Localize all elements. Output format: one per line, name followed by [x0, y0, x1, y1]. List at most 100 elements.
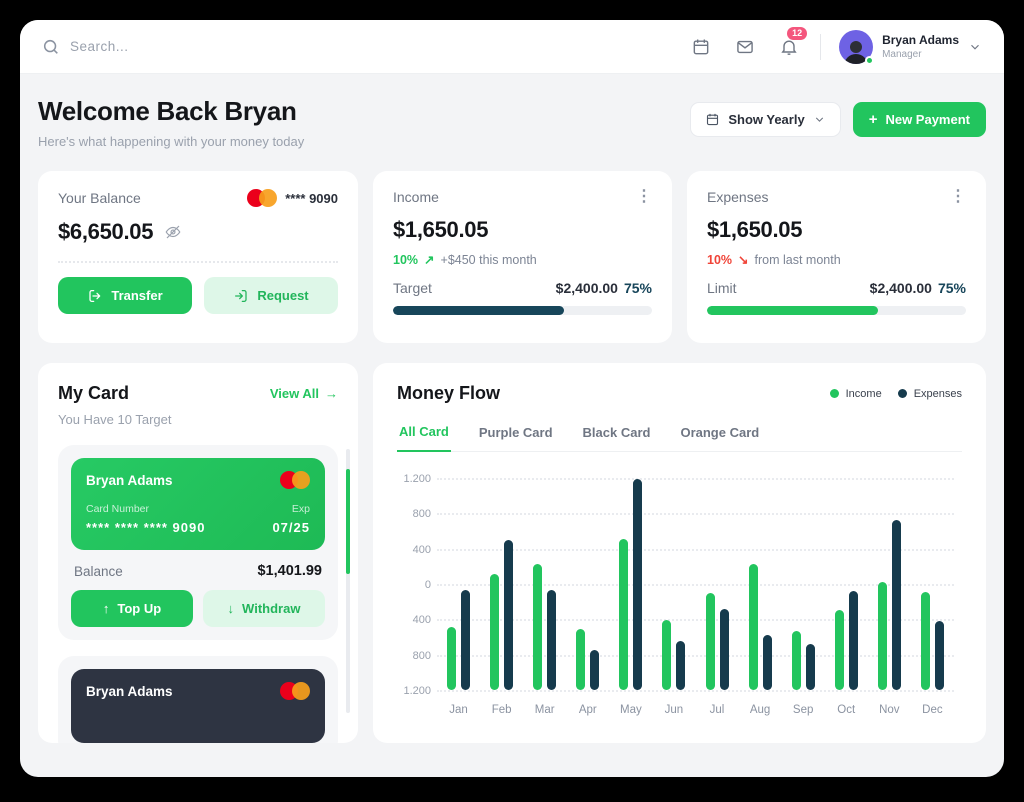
gridline: 1.200	[403, 473, 954, 485]
page-title: Welcome Back Bryan	[38, 96, 297, 126]
calendar-icon	[705, 112, 720, 127]
bar-expenses-feb	[504, 539, 514, 690]
bar-group-dec	[911, 478, 954, 690]
bar-expenses-jun	[676, 640, 686, 690]
my-card-scrollbar	[346, 449, 350, 713]
bar-group-jun	[652, 478, 695, 690]
legend-dot-icon	[897, 389, 907, 398]
request-button[interactable]: Request	[204, 277, 338, 314]
month-label: Jul	[709, 704, 725, 716]
gridline: 800	[413, 650, 954, 662]
bar-expenses-nov	[891, 520, 901, 690]
bar-group-feb	[480, 478, 523, 690]
bar-group-mar	[523, 478, 566, 690]
card-holder: Bryan Adams	[86, 683, 173, 699]
user-menu[interactable]: Bryan Adams Manager	[839, 29, 982, 65]
arrow-right-icon: →	[325, 386, 338, 401]
search-input[interactable]	[70, 39, 350, 54]
mail-button[interactable]	[732, 34, 758, 60]
legend-item-income: Income	[829, 388, 882, 400]
tab-black-card[interactable]: Black Card	[581, 424, 653, 451]
income-amount: $1,650.05	[393, 217, 489, 242]
expenses-card: Expenses ⋮ $1,650.05 10% ↘ from last mon…	[687, 171, 986, 343]
target-label: Target	[393, 280, 432, 296]
target-amount: $2,400.00	[555, 280, 618, 296]
bar-income-jan	[447, 627, 457, 690]
plus-icon: +	[868, 111, 878, 128]
user-name: Bryan Adams	[882, 33, 959, 47]
bar-expenses-sep	[805, 644, 815, 690]
new-payment-button[interactable]: + New Payment	[852, 102, 986, 137]
tab-purple-card[interactable]: Purple Card	[477, 424, 555, 451]
eye-slash-icon	[164, 223, 182, 241]
expenses-progress-fill	[707, 306, 878, 315]
y-tick-label: 1.200	[403, 473, 431, 485]
bar-income-dec	[920, 591, 930, 690]
search-box[interactable]	[42, 38, 688, 56]
income-trend-pct: 10%	[393, 252, 419, 267]
money-flow-panel: Money Flow Income Expenses All Card Purple…	[373, 363, 986, 743]
gridline: 400	[413, 614, 954, 626]
withdraw-button[interactable]: ↓ Withdraw	[203, 590, 325, 627]
search-icon	[42, 38, 60, 56]
balance-amount: $6,650.05	[58, 219, 154, 244]
bar-series	[437, 478, 954, 690]
view-all-button[interactable]: View All →	[269, 386, 338, 401]
legend-dot-icon	[829, 389, 839, 398]
avatar	[839, 29, 875, 65]
bar-income-jun	[662, 620, 672, 690]
income-label: Income	[393, 189, 439, 205]
y-tick-label: 800	[412, 649, 431, 662]
transfer-button[interactable]: Transfer	[58, 277, 192, 314]
my-card-panel: My Card View All → You Have 10 Target Br…	[38, 363, 358, 743]
chart-month-labels: Jan Feb Mar Apr May Jun Jul Aug Sep Oct Nov Dec	[437, 704, 954, 716]
bar-income-may	[619, 538, 629, 690]
bar-income-oct	[834, 609, 844, 690]
topbar-divider	[820, 33, 822, 60]
expenses-menu-button[interactable]: ⋮	[950, 188, 966, 205]
period-selector[interactable]: Show Yearly	[690, 102, 841, 137]
top-up-button[interactable]: ↑ Top Up	[71, 590, 193, 627]
request-icon	[233, 288, 249, 304]
tab-orange-card[interactable]: Orange Card	[678, 424, 761, 451]
y-tick-label: 800	[412, 508, 431, 521]
bar-income-sep	[791, 630, 801, 690]
balance-card: Your Balance **** 9090 $6,650.05	[38, 171, 358, 343]
scrollbar-thumb[interactable]	[346, 469, 350, 574]
bar-group-may	[609, 478, 652, 690]
user-role: Manager	[882, 49, 922, 60]
limit-pct: 75%	[937, 280, 966, 296]
hide-balance-button[interactable]	[163, 222, 183, 242]
tab-all-card[interactable]: All Card	[397, 424, 451, 452]
bar-expenses-mar	[547, 590, 557, 690]
month-label: Aug	[749, 704, 771, 716]
calendar-button[interactable]	[688, 34, 714, 60]
expenses-label: Expenses	[707, 189, 769, 205]
bar-group-apr	[566, 478, 609, 690]
card-group-dark: Bryan Adams	[58, 656, 338, 743]
credit-card-dark[interactable]: Bryan Adams	[71, 669, 325, 743]
limit-amount: $2,400.00	[869, 280, 932, 296]
bell-icon	[779, 37, 799, 57]
bar-expenses-apr	[590, 650, 600, 690]
card-balance-label: Balance	[74, 563, 123, 579]
limit-label: Limit	[707, 280, 737, 296]
target-pct: 75%	[623, 280, 652, 296]
chart-legend: Income Expenses	[829, 388, 962, 400]
card-exp: 07/25	[272, 520, 310, 535]
my-card-subtitle: You Have 10 Target	[58, 412, 172, 427]
mastercard-icon	[247, 189, 278, 207]
bar-expenses-may	[633, 478, 643, 690]
gridline: 800	[413, 508, 954, 520]
money-flow-tabs: All Card Purple Card Black Card Orange Card	[397, 424, 962, 452]
credit-card-green[interactable]: Bryan Adams Card Number **** **** **** 9…	[71, 458, 325, 550]
month-label: Feb	[491, 704, 512, 716]
trend-up-icon: ↗	[424, 253, 435, 267]
chevron-down-icon	[813, 113, 826, 126]
y-tick-label: 1.200	[403, 685, 431, 697]
bar-income-mar	[533, 563, 543, 690]
notifications-button[interactable]: 12	[776, 26, 808, 60]
income-menu-button[interactable]: ⋮	[636, 188, 652, 205]
page-subtitle: Here's what happening with your money to…	[38, 134, 305, 149]
card-last4: **** 9090	[285, 190, 338, 206]
